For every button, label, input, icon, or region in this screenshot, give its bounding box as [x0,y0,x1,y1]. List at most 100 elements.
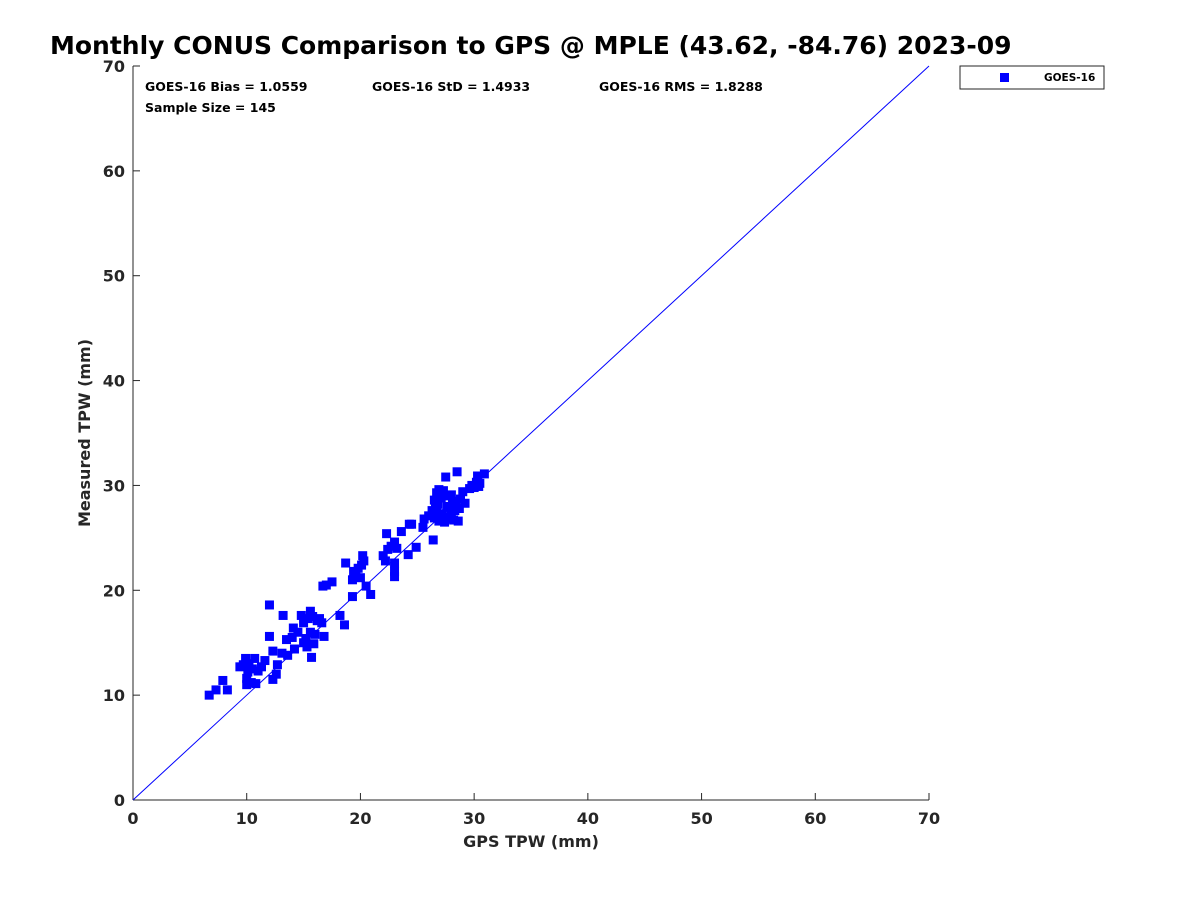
data-point [241,653,251,663]
data-point [341,558,351,568]
data-points [204,467,489,700]
bias-stat: GOES-16 Bias = 1.0559 [145,79,307,94]
data-point [419,514,429,524]
data-point [321,580,331,590]
data-point [272,660,282,670]
y-tick-label: 10 [103,686,125,705]
data-point [305,627,315,637]
axis-ticks: 0 10 20 30 40 50 60 70 0 10 20 30 40 50 60 70 [103,57,940,828]
data-point [301,634,311,644]
data-point [335,610,345,620]
data-point [378,551,388,561]
data-point [222,685,232,695]
rms-stat: GOES-16 RMS = 1.8288 [599,79,763,94]
data-point [407,519,417,529]
data-point [288,623,298,633]
data-point [251,679,261,689]
data-point [271,669,281,679]
data-point [449,515,459,525]
data-point [469,483,479,493]
data-point [458,487,468,497]
data-point [303,614,313,624]
data-point [380,556,390,566]
y-axis-label: Measured TPW (mm) [75,339,94,527]
reference-line-group [132,65,930,801]
data-point [317,618,327,628]
data-point [429,513,439,523]
data-point [366,589,376,599]
data-point [441,472,451,482]
data-point [277,648,287,658]
data-point [278,610,288,620]
x-tick-label: 20 [349,809,371,828]
legend-marker-goes-16 [1000,73,1009,82]
data-point [302,642,312,652]
data-point [289,644,299,654]
data-point [247,664,257,674]
data-point [282,635,292,645]
data-point [211,685,221,695]
data-point [260,656,270,666]
y-tick-label: 30 [103,476,125,495]
data-point [242,673,252,683]
data-point [250,653,260,663]
data-point [438,486,448,496]
data-point [436,493,446,503]
data-point [452,467,462,477]
data-point [264,631,274,641]
data-point [243,667,253,677]
data-point [246,678,256,688]
data-point [436,514,446,524]
data-point [361,581,371,591]
data-point [473,471,483,481]
data-point [479,469,489,479]
data-point [396,527,406,537]
data-point [390,572,400,582]
data-point [264,600,274,610]
data-point [305,606,315,616]
data-point [359,556,369,566]
data-point [429,495,439,505]
data-point [449,502,459,512]
data-point [390,537,400,547]
y-tick-label: 20 [103,581,125,600]
legend: GOES-16 [959,65,1105,90]
y-tick-label: 0 [114,791,125,810]
data-point [299,618,309,628]
data-point [310,629,320,639]
data-point [446,490,456,500]
data-point [475,478,485,488]
data-point [283,650,293,660]
x-tick-label: 30 [463,809,485,828]
data-point [308,612,318,621]
legend-box [959,65,1105,90]
x-axis-label: GPS TPW (mm) [463,832,599,851]
x-tick-label: 40 [577,809,599,828]
y-tick-label: 60 [103,162,125,181]
data-point [390,558,400,568]
data-point [455,494,465,504]
data-point [218,675,228,685]
data-point [460,498,470,508]
data-point [428,535,438,545]
data-point [403,550,413,560]
data-point [244,659,254,669]
data-point [204,690,214,700]
one-to-one-reference-line [132,65,930,801]
sample-size-stat: Sample Size = 145 [145,100,276,115]
y-tick-label: 50 [103,267,125,286]
y-tick-label: 70 [103,57,125,76]
x-tick-label: 70 [918,809,940,828]
data-point [256,662,266,672]
legend-label-goes-16: GOES-16 [1044,72,1095,84]
data-point [319,631,329,641]
data-point [349,566,359,576]
data-point [238,660,248,670]
x-tick-label: 60 [804,809,826,828]
data-point [268,674,278,684]
data-point [242,680,252,690]
data-point [454,503,464,513]
data-point [340,620,350,630]
chart-title: Monthly CONUS Comparison to GPS @ MPLE (… [50,31,1012,60]
data-point [444,514,454,524]
